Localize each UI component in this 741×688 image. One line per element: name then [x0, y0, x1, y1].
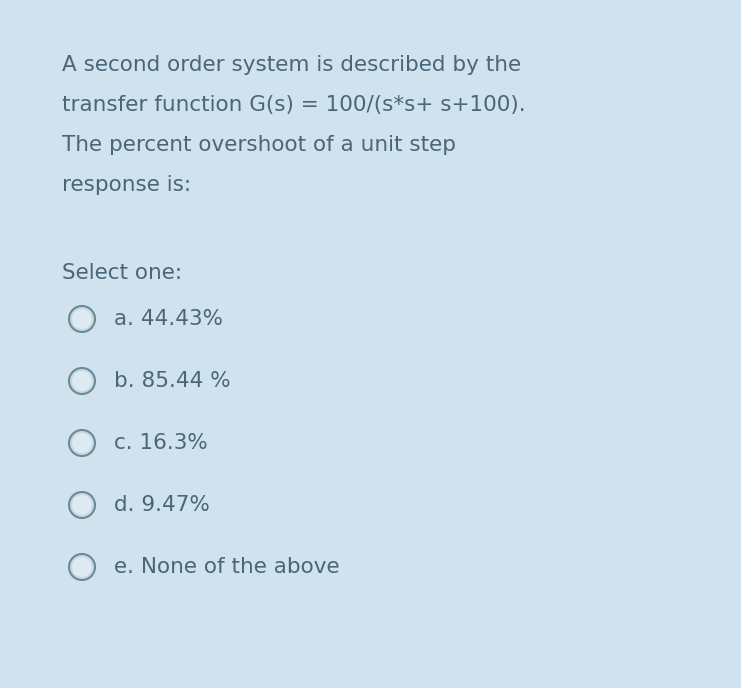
Circle shape	[72, 557, 92, 577]
Text: b. 85.44 %: b. 85.44 %	[114, 371, 230, 391]
Circle shape	[69, 492, 95, 518]
Text: d. 9.47%: d. 9.47%	[114, 495, 210, 515]
Text: a. 44.43%: a. 44.43%	[114, 309, 223, 329]
Circle shape	[72, 371, 92, 391]
Circle shape	[72, 433, 92, 453]
Text: c. 16.3%: c. 16.3%	[114, 433, 207, 453]
Circle shape	[72, 309, 92, 329]
Text: response is:: response is:	[62, 175, 191, 195]
Text: Select one:: Select one:	[62, 263, 182, 283]
Text: transfer function G(s) = 100/(s*s+ s+100).: transfer function G(s) = 100/(s*s+ s+100…	[62, 95, 525, 115]
Circle shape	[69, 554, 95, 580]
Text: e. None of the above: e. None of the above	[114, 557, 339, 577]
Text: A second order system is described by the: A second order system is described by th…	[62, 55, 521, 75]
Circle shape	[69, 306, 95, 332]
Circle shape	[69, 430, 95, 456]
Circle shape	[72, 495, 92, 515]
Circle shape	[69, 368, 95, 394]
Text: The percent overshoot of a unit step: The percent overshoot of a unit step	[62, 135, 456, 155]
